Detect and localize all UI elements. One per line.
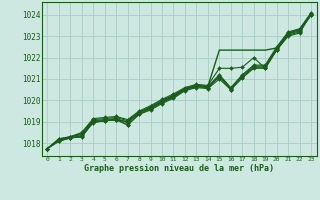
X-axis label: Graphe pression niveau de la mer (hPa): Graphe pression niveau de la mer (hPa) [84, 164, 274, 173]
